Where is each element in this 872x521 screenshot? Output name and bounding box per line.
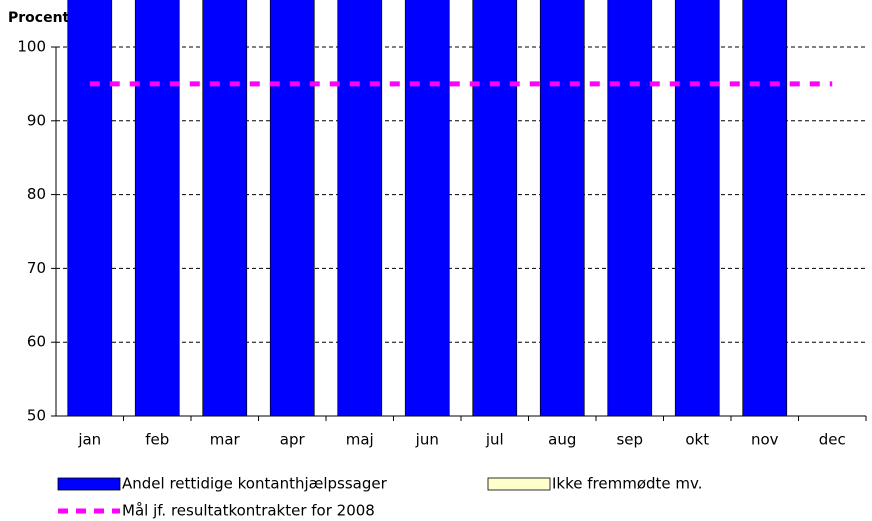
x-tick-label: maj (346, 431, 374, 449)
x-tick-label: mar (210, 431, 241, 449)
bar (404, 0, 450, 417)
bar (67, 0, 113, 417)
bar (539, 0, 585, 417)
x-tick-label: sep (616, 431, 643, 449)
legend-swatch (487, 477, 551, 491)
y-tick-label: 100 (17, 38, 46, 56)
y-tick-label: 90 (27, 111, 46, 129)
legend-swatch (57, 477, 121, 491)
bar (472, 0, 518, 417)
legend-label: Ikke fremmødte mv. (552, 475, 703, 493)
x-tick-label: apr (280, 431, 306, 449)
x-tick-label: dec (819, 431, 846, 449)
bar (674, 0, 720, 417)
bar (607, 0, 653, 417)
y-tick-label: 70 (27, 259, 46, 277)
x-tick-label: okt (685, 431, 709, 449)
x-tick-label: jan (77, 431, 101, 449)
x-tick-label: aug (548, 431, 576, 449)
bar (337, 0, 383, 417)
x-tick-label: nov (751, 431, 779, 449)
legend-label: Mål jf. resultatkontrakter for 2008 (122, 502, 375, 520)
x-tick-label: jun (415, 431, 439, 449)
y-tick-label: 50 (27, 407, 46, 425)
bar (202, 0, 248, 417)
y-axis-label: Procent (8, 10, 70, 26)
bar (742, 0, 788, 417)
x-tick-label: jul (485, 431, 504, 449)
x-tick-label: feb (145, 431, 169, 449)
bar (269, 0, 315, 417)
y-tick-label: 80 (27, 185, 46, 203)
bar (134, 0, 180, 417)
y-tick-label: 60 (27, 333, 46, 351)
legend-label: Andel rettidige kontanthjælpssager (122, 475, 388, 493)
